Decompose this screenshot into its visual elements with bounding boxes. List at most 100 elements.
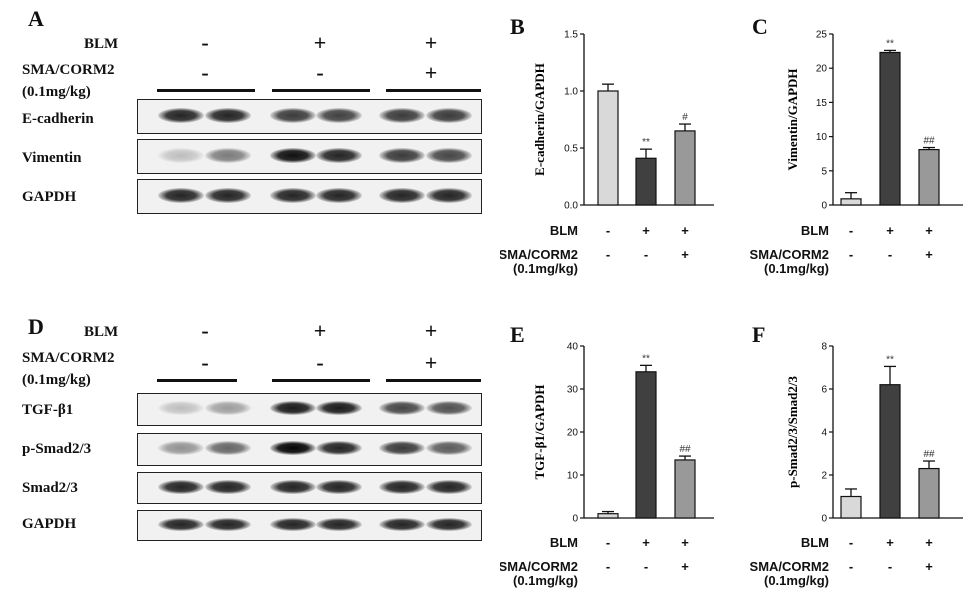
bar — [918, 467, 940, 519]
blot-band — [379, 479, 425, 494]
blot-band — [379, 517, 425, 531]
blm-sign: - — [606, 223, 610, 238]
blot-band — [158, 441, 204, 455]
row-label-dose: (0.1mg/kg) — [764, 261, 829, 276]
y-tick-label: 1.0 — [564, 87, 578, 98]
blot-band — [379, 187, 425, 203]
blm-sign: - — [849, 535, 853, 550]
blot-band — [205, 147, 251, 163]
blm-sign-3: + — [424, 30, 438, 55]
blot-row-label: TGF-β1 — [22, 402, 74, 418]
blm-sign-2: + — [313, 318, 327, 343]
dose-label: (0.1mg/kg) — [22, 372, 91, 388]
blot-band — [205, 479, 251, 494]
blm-label: BLM — [84, 36, 119, 52]
significance-mark: ** — [886, 354, 894, 365]
blot-row-label: Smad2/3 — [22, 480, 78, 496]
blot-band — [379, 401, 425, 415]
y-tick-label: 4 — [821, 428, 827, 439]
significance-mark: ** — [642, 353, 650, 364]
blot-band — [316, 401, 362, 415]
y-tick-label: 40 — [567, 342, 579, 353]
blot-band — [158, 187, 204, 203]
blot-band — [426, 479, 472, 494]
chart-c: 0 5 10 15 20 25 Vimentin/GAPDH - - ** + - ## + + BLM SMA… — [750, 30, 963, 276]
blot-band — [270, 187, 316, 203]
blm-sign-1: - — [201, 30, 209, 55]
blot-band — [316, 187, 362, 203]
bar — [597, 90, 619, 206]
sma-sign: + — [925, 247, 933, 262]
significance-mark: ## — [679, 444, 691, 455]
group-line-1 — [157, 89, 255, 92]
bar — [635, 157, 657, 206]
blot-band — [158, 401, 204, 415]
blot-band — [316, 147, 362, 163]
row-label-blm: BLM — [801, 223, 829, 238]
bar — [879, 384, 901, 519]
sma-corm2-label: SMA/CORM2 — [22, 62, 115, 78]
dose-label: (0.1mg/kg) — [22, 84, 91, 100]
blot-row-label: p-Smad2/3 — [22, 441, 92, 457]
chart-e: 0 10 20 30 40 TGF-β1/GAPDH - - ** + - ## + + BLM SMA/CO… — [500, 342, 714, 588]
blm-sign: + — [886, 223, 894, 238]
western-blot-d: BLM SMA/CORM2 (0.1mg/kg) - + + - - + TGF… — [22, 318, 482, 541]
sma-sign: - — [606, 247, 610, 262]
group-line-2 — [272, 379, 370, 382]
blm-sign: + — [642, 535, 650, 550]
blm-sign: + — [681, 535, 689, 550]
blot-band — [205, 517, 251, 531]
group-line-3 — [386, 379, 481, 382]
blot-strip — [137, 179, 482, 214]
sma-sign-3: + — [424, 350, 438, 375]
blot-band — [158, 107, 204, 123]
panel-letter-e: E — [510, 322, 525, 347]
blot-band — [426, 441, 472, 455]
y-tick-label: 15 — [816, 98, 828, 109]
group-line-2 — [272, 89, 370, 92]
blot-band — [379, 107, 425, 123]
y-tick-label: 20 — [567, 428, 579, 439]
chart-b: 0.0 0.5 1.0 1.5 E-cadherin/GAPDH - - ** + - # + + BLM… — [500, 30, 714, 276]
blot-strip — [137, 139, 482, 174]
blot-band — [379, 441, 425, 455]
blot-strip — [137, 510, 482, 541]
blot-band — [270, 107, 316, 123]
row-label-sma: SMA/CORM2 — [500, 247, 578, 262]
row-label-sma: SMA/CORM2 — [500, 559, 578, 574]
group-line-3 — [386, 89, 481, 92]
y-tick-label: 5 — [821, 166, 827, 177]
bar — [879, 51, 901, 206]
blot-band — [205, 441, 251, 455]
y-tick-label: 0 — [572, 514, 578, 525]
significance-mark: ** — [886, 38, 894, 49]
y-tick-label: 25 — [816, 30, 828, 41]
y-tick-label: 10 — [816, 132, 828, 143]
sma-sign: + — [925, 559, 933, 574]
sma-sign-1: - — [201, 350, 209, 375]
blot-band — [426, 187, 472, 203]
sma-sign-2: - — [316, 60, 324, 85]
blot-row-label: E-cadherin — [22, 111, 94, 127]
row-label-dose: (0.1mg/kg) — [764, 573, 829, 588]
significance-mark: ## — [923, 136, 935, 147]
blot-row-label: GAPDH — [22, 516, 77, 532]
sma-corm2-label: SMA/CORM2 — [22, 350, 115, 366]
y-tick-label: 0 — [821, 201, 827, 212]
bar — [597, 513, 619, 519]
blot-band — [426, 107, 472, 123]
blm-sign: + — [886, 535, 894, 550]
blot-band — [426, 147, 472, 163]
panel-letter-b: B — [510, 14, 525, 39]
blot-strip — [137, 99, 482, 134]
blot-row-label: Vimentin — [22, 150, 82, 166]
y-tick-label: 6 — [821, 385, 827, 396]
blot-band — [205, 187, 251, 203]
sma-sign: - — [644, 247, 648, 262]
y-axis-label: E-cadherin/GAPDH — [532, 63, 547, 176]
blm-sign: + — [925, 535, 933, 550]
sma-sign: + — [681, 559, 689, 574]
blot-band — [316, 441, 362, 455]
sma-sign: - — [606, 559, 610, 574]
panel-letter-f: F — [752, 322, 766, 347]
